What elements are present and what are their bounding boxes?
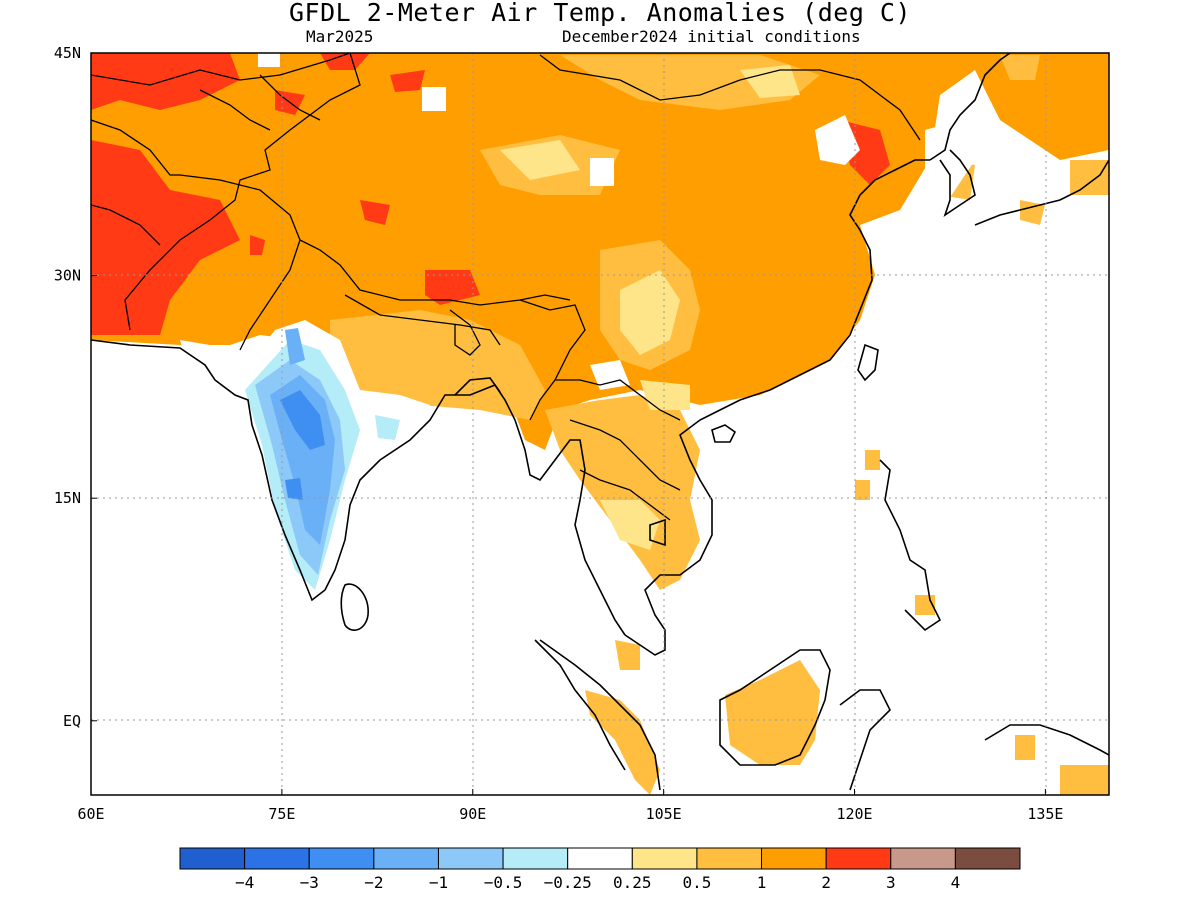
colorbar-swatch [502, 847, 569, 870]
colorbar-swatch [308, 847, 375, 870]
valid-month: Mar2025 [306, 27, 374, 46]
anomaly-field [91, 53, 1109, 795]
colorbar-label: 2 [821, 873, 831, 892]
anomaly-region-red [91, 140, 240, 335]
graticule [91, 53, 1109, 795]
colorbar-swatch [954, 847, 1021, 870]
colorbar-label: −0.25 [544, 873, 592, 892]
lat-tick-label: 45N [54, 44, 81, 62]
colorbar-label: 0.5 [682, 873, 711, 892]
lon-tick-label: 60E [77, 805, 104, 823]
colorbar-swatch [696, 847, 763, 870]
colorbar-swatch [890, 847, 956, 870]
lat-tick-label: 15N [54, 489, 81, 507]
lon-tick-label: 120E [836, 805, 872, 823]
colorbar-label: 0.25 [613, 873, 652, 892]
plot-frame [90, 52, 1110, 796]
lon-tick-label: 135E [1027, 805, 1063, 823]
colorbar-label: −2 [364, 873, 383, 892]
colorbar-label: −4 [235, 873, 254, 892]
init-conditions: December2024 initial conditions [562, 27, 861, 46]
colorbar-swatch [244, 847, 310, 870]
colorbar-swatch [437, 847, 504, 870]
lon-tick-label: 90E [459, 805, 486, 823]
coastlines [91, 53, 1109, 791]
colorbar-swatch [825, 847, 892, 870]
lat-tick-label: 30N [54, 267, 81, 285]
axis-ticks: 60E 75E 90E 105E 120E 135E 45N 30N 15N EQ [54, 44, 1064, 823]
colorbar-swatch [373, 847, 439, 870]
colorbar-label: −3 [300, 873, 319, 892]
map-title: GFDL 2-Meter Air Temp. Anomalies (deg C) [288, 0, 912, 27]
colorbar-swatch [761, 847, 827, 870]
colorbar-label: 3 [886, 873, 896, 892]
colorbar-swatch [567, 847, 633, 870]
colorbar-label: 1 [757, 873, 767, 892]
colorbar-swatch [631, 847, 698, 870]
colorbar-label: −0.5 [484, 873, 523, 892]
lat-tick-label: EQ [63, 712, 81, 730]
colorbar-label: 4 [951, 873, 961, 892]
colorbar-label: −1 [429, 873, 448, 892]
borders [91, 53, 921, 521]
lon-tick-label: 105E [646, 805, 682, 823]
colorbar: −4 −3 −2 −1 −0.5 −0.25 0.25 0.5 1 2 3 4 [179, 847, 1021, 892]
lon-tick-label: 75E [268, 805, 295, 823]
colorbar-swatch [179, 847, 246, 870]
